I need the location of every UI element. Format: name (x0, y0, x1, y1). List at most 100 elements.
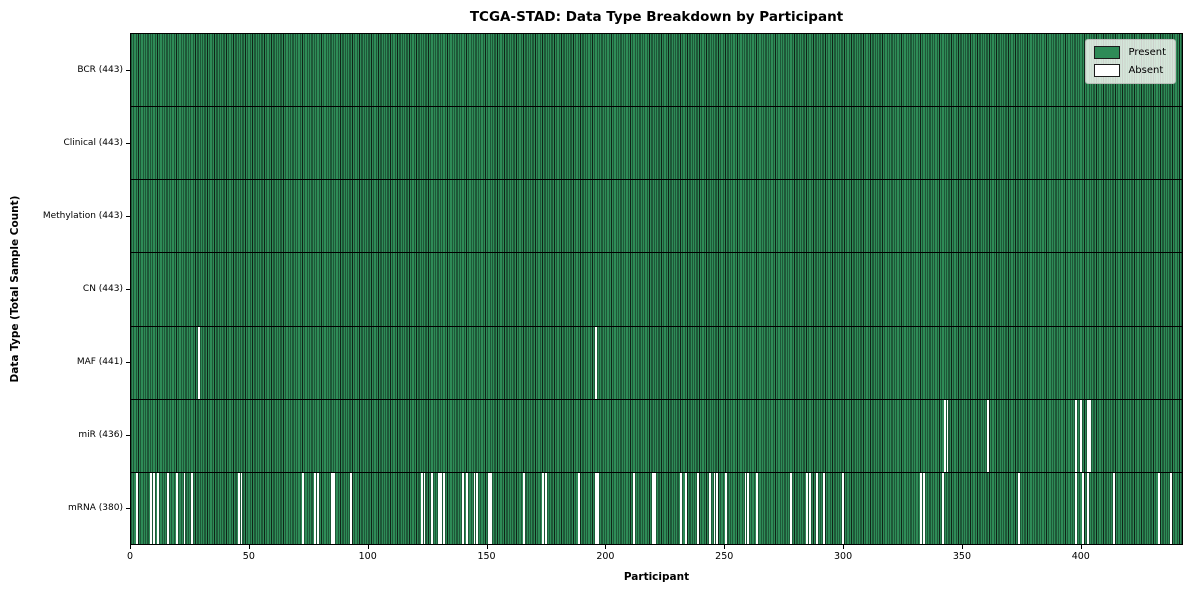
heatmap-row-methylation (131, 180, 1182, 254)
absent-cell (461, 472, 464, 544)
y-tick-mark (126, 142, 130, 144)
y-tick-mark (126, 435, 130, 437)
absent-cell (841, 472, 844, 544)
x-tick-mark (605, 545, 607, 549)
absent-cell (944, 399, 947, 472)
absent-cell (632, 472, 635, 544)
absent-cell (1089, 399, 1092, 472)
absent-cell (176, 472, 179, 544)
absent-cell (316, 472, 319, 544)
absent-cell (442, 472, 445, 544)
absent-cell (822, 472, 825, 544)
absent-cell (715, 472, 718, 544)
legend-entry-absent: Absent (1094, 64, 1166, 77)
absent-cell (815, 472, 818, 544)
absent-cell (183, 472, 186, 544)
absent-cell (349, 472, 352, 544)
absent-cell (333, 472, 336, 544)
heatmap-row-mrna (131, 472, 1182, 544)
y-tick-mark (126, 362, 130, 364)
absent-cell (152, 472, 155, 544)
heatmap-row-clinical (131, 107, 1182, 181)
absent-cell (713, 472, 716, 544)
absent-cell (1082, 472, 1084, 544)
absent-cell (190, 472, 193, 544)
absent-cell (466, 472, 469, 544)
y-tick-label-mir: miR (436) (78, 430, 123, 441)
legend-entry-present: Present (1094, 46, 1166, 59)
absent-cell (1074, 472, 1077, 544)
absent-cell (1112, 472, 1115, 544)
absent-cell (986, 399, 989, 472)
absent-cell (594, 326, 597, 399)
absent-cell (238, 472, 241, 544)
absent-cell (523, 472, 526, 544)
x-tick-mark (961, 545, 963, 549)
absent-cell (166, 472, 169, 544)
x-tick-label-150: 150 (477, 551, 496, 562)
y-tick-label-mrna: mRNA (380) (68, 503, 123, 514)
absent-cell (150, 472, 153, 544)
absent-cell (594, 472, 597, 544)
absent-cell (423, 472, 426, 544)
absent-cell (544, 472, 547, 544)
absent-cell (157, 472, 160, 544)
x-tick-label-300: 300 (834, 551, 853, 562)
legend-label-present: Present (1128, 47, 1166, 58)
heatmap-plot: Present Absent (130, 33, 1183, 545)
absent-cell (421, 472, 424, 544)
absent-cell (920, 472, 923, 544)
heatmap-row-cn (131, 253, 1182, 327)
absent-cell (744, 472, 747, 544)
absent-cell (437, 472, 440, 544)
absent-cell (685, 472, 687, 544)
y-tick-label-bcr: BCR (443) (77, 64, 123, 75)
absent-swatch (1094, 64, 1121, 77)
x-tick-mark (367, 545, 369, 549)
y-tick-mark (126, 215, 130, 217)
x-tick-label-350: 350 (952, 551, 972, 562)
absent-cell (696, 472, 699, 544)
absent-cell (946, 399, 949, 472)
present-swatch (1094, 46, 1121, 59)
absent-cell (756, 472, 759, 544)
legend-label-absent: Absent (1128, 65, 1164, 76)
x-tick-label-200: 200 (596, 551, 615, 562)
y-tick-mark (126, 508, 130, 510)
heatmap-row-maf (131, 326, 1182, 400)
absent-cell (473, 472, 476, 544)
absent-cell (475, 472, 478, 544)
x-tick-label-100: 100 (358, 551, 377, 562)
absent-cell (430, 472, 433, 544)
absent-cell (708, 472, 711, 544)
legend: Present Absent (1085, 39, 1176, 84)
absent-cell (302, 472, 305, 544)
y-tick-label-cn: CN (443) (82, 284, 123, 294)
y-tick-labels: BCR (443) Clinical (443) Methylation (443)… (0, 0, 123, 600)
absent-cell (487, 472, 490, 544)
absent-cell (941, 472, 944, 544)
absent-cell (542, 472, 545, 544)
heatmap-row-bcr (131, 34, 1182, 108)
y-tick-mark (126, 69, 130, 71)
absent-cell (789, 472, 792, 544)
absent-cell (1079, 399, 1082, 472)
absent-cell (1017, 472, 1020, 544)
absent-cell (440, 472, 443, 544)
x-tick-label-0: 0 (126, 551, 134, 562)
absent-cell (808, 472, 811, 544)
absent-cell (806, 472, 809, 544)
absent-cell (597, 472, 599, 544)
x-tick-label-50: 50 (242, 551, 255, 562)
absent-cell (651, 472, 654, 544)
y-tick-label-methylation: Methylation (443) (42, 210, 123, 221)
absent-cell (314, 472, 317, 544)
absent-cell (1074, 399, 1077, 472)
absent-cell (578, 472, 580, 544)
absent-cell (725, 472, 728, 544)
x-tick-mark (843, 545, 845, 549)
x-axis-label: Participant (623, 571, 690, 583)
x-tick-label-250: 250 (715, 551, 734, 562)
y-tick-label-clinical: Clinical (443) (63, 137, 123, 148)
x-tick-mark (1080, 545, 1082, 549)
